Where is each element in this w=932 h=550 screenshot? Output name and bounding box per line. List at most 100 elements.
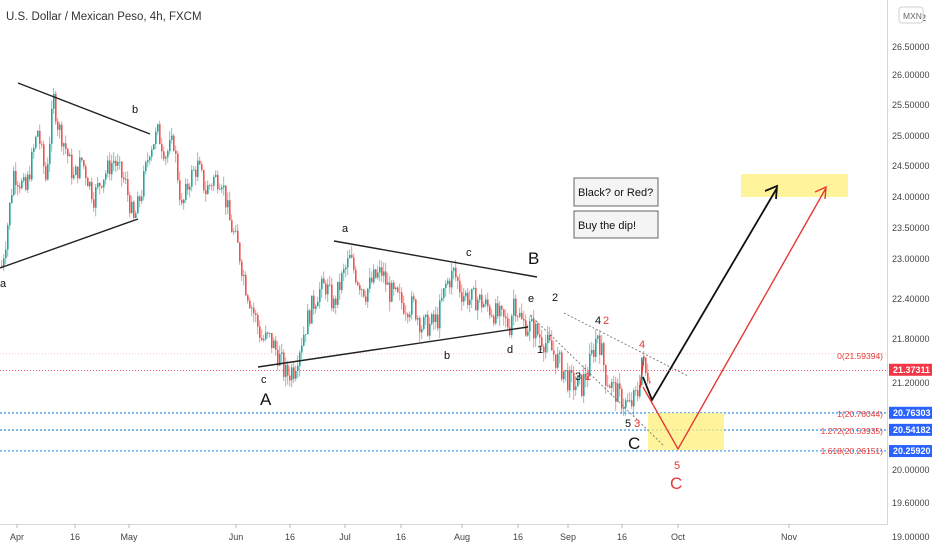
fib-label-0: 0(21.59394) bbox=[837, 351, 883, 361]
target-zone-low bbox=[648, 413, 724, 450]
candle-body bbox=[547, 334, 549, 344]
candle-body bbox=[191, 170, 193, 187]
candle-body bbox=[153, 144, 155, 150]
price-badge-label: 21.37311 bbox=[893, 365, 930, 375]
candle-body bbox=[205, 190, 207, 195]
candle-body bbox=[375, 269, 377, 278]
candle-body bbox=[613, 382, 615, 383]
candle-body bbox=[627, 400, 629, 402]
candle-body bbox=[347, 258, 349, 268]
candle-body bbox=[345, 267, 347, 270]
red-wave-3: 3 bbox=[634, 418, 640, 430]
triangle1-lower-line bbox=[0, 218, 139, 269]
candle-body bbox=[431, 314, 433, 324]
candle-body bbox=[645, 357, 647, 373]
candle-body bbox=[41, 143, 43, 145]
candle-body bbox=[353, 257, 355, 270]
candle-body bbox=[507, 318, 509, 328]
candle-body bbox=[31, 151, 33, 180]
candle-body bbox=[149, 156, 151, 161]
candle-body bbox=[477, 299, 479, 311]
black-arrowhead bbox=[764, 184, 779, 200]
candle-body bbox=[39, 130, 41, 144]
triangle1-upper-line bbox=[17, 82, 151, 135]
candle-body bbox=[83, 160, 85, 167]
candle-body bbox=[323, 278, 325, 284]
price-tick: 26.50000 bbox=[892, 42, 930, 52]
candle-body bbox=[453, 267, 455, 271]
candle-body bbox=[175, 150, 177, 154]
candle-body bbox=[559, 352, 561, 354]
candle-body bbox=[13, 170, 15, 195]
price-badge-label: 20.25920 bbox=[893, 446, 931, 456]
candle-body bbox=[459, 280, 461, 293]
candle-body bbox=[307, 310, 309, 335]
candle-body bbox=[343, 269, 345, 273]
time-tick: Sep bbox=[560, 532, 576, 542]
candle-body bbox=[261, 338, 263, 340]
candle-body bbox=[611, 382, 613, 388]
candle-body bbox=[397, 287, 399, 293]
candle-body bbox=[569, 370, 571, 391]
candle-body bbox=[509, 327, 511, 335]
candle-body bbox=[339, 281, 341, 290]
wave-label-A: A bbox=[260, 390, 272, 409]
candle-body bbox=[305, 334, 307, 336]
candle-body bbox=[147, 160, 149, 163]
candle-body bbox=[427, 314, 429, 336]
candle-body bbox=[169, 139, 171, 152]
candle-body bbox=[423, 316, 425, 330]
candle-body bbox=[25, 177, 27, 190]
candle-body bbox=[639, 384, 641, 397]
candle-body bbox=[59, 124, 61, 130]
candle-body bbox=[119, 161, 121, 163]
candle-body bbox=[163, 151, 165, 159]
candle-body bbox=[573, 372, 575, 391]
candle-body bbox=[87, 178, 89, 187]
candle-body bbox=[139, 196, 141, 201]
price-tick: 21.80000 bbox=[892, 334, 930, 344]
candle-body bbox=[273, 340, 275, 349]
candle-body bbox=[389, 282, 391, 302]
candle-body bbox=[283, 352, 285, 377]
candle-body bbox=[35, 136, 37, 148]
candle-body bbox=[269, 333, 271, 334]
candle-body bbox=[497, 303, 499, 317]
wave-labels-red: 1 2 3 4 5 C bbox=[585, 315, 682, 493]
candle-body bbox=[649, 381, 651, 383]
candle-body bbox=[633, 390, 635, 407]
candle-body bbox=[243, 274, 245, 277]
candle-body bbox=[201, 164, 203, 170]
candle-body bbox=[563, 371, 565, 380]
candle-body bbox=[321, 278, 323, 290]
candle-body bbox=[631, 400, 633, 407]
candle-body bbox=[11, 194, 13, 203]
candle-body bbox=[43, 144, 45, 167]
candle-body bbox=[45, 166, 47, 180]
candle-body bbox=[359, 285, 361, 291]
candle-body bbox=[185, 183, 187, 200]
price-axis-panel[interactable] bbox=[888, 0, 932, 550]
candle-body bbox=[465, 292, 467, 297]
candle-body bbox=[71, 154, 73, 179]
candle-body bbox=[107, 160, 109, 174]
black-path bbox=[642, 187, 778, 403]
currency-badge[interactable]: MXN bbox=[898, 6, 924, 24]
candle-body bbox=[601, 343, 603, 355]
price-tick: 23.50000 bbox=[892, 223, 930, 233]
candle-body bbox=[461, 292, 463, 302]
candle-body bbox=[55, 93, 57, 122]
note-buy-the-dip: Buy the dip! bbox=[573, 210, 659, 239]
price-badge bbox=[889, 423, 932, 436]
candle-body bbox=[97, 182, 99, 188]
time-tick: 16 bbox=[70, 532, 80, 542]
candle-body bbox=[167, 151, 169, 158]
candle-body bbox=[515, 298, 517, 317]
candle-body bbox=[265, 332, 267, 340]
candle-body bbox=[259, 326, 261, 339]
candle-body bbox=[409, 314, 411, 318]
wave-labels-black: a b a b c d e B c A 1 2 3 4 5 C bbox=[0, 104, 640, 453]
candle-body bbox=[473, 287, 475, 289]
time-tick: Aug bbox=[454, 532, 470, 542]
